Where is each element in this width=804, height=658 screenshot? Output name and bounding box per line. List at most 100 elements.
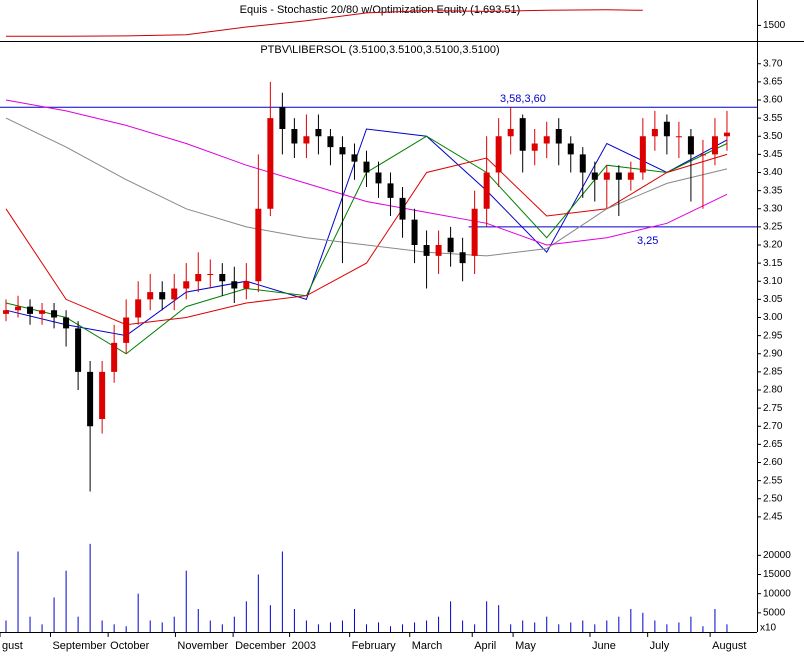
candle-body (459, 252, 466, 264)
candle-body (531, 143, 538, 151)
candle-body (123, 317, 130, 343)
y-tick-label: 10000 (763, 588, 791, 599)
candle-body (99, 371, 106, 419)
candle-body (627, 172, 634, 180)
price-title: PTBV\LIBERSOL (3.5100,3.5100,3.5100,3.51… (260, 44, 499, 56)
y-tick-label: 3.00 (763, 312, 783, 323)
candle-body (135, 299, 142, 318)
x-tick-label: June (592, 640, 616, 652)
equity-title: Equis - Stochastic 20/80 w/Optimization … (240, 4, 521, 16)
candle-body (567, 143, 574, 155)
candle-body (315, 129, 322, 137)
y-tick-label: 3.65 (763, 77, 783, 88)
x-tick-label: August (712, 640, 746, 652)
candle-body (279, 107, 286, 129)
candle-body (303, 136, 310, 144)
candle-body (351, 154, 358, 162)
y-tick-label: 2.80 (763, 385, 783, 396)
x-tick-label: November (177, 640, 228, 652)
y-tick-label: 1500 (763, 20, 786, 31)
y-tick-label: 15000 (763, 569, 791, 580)
candle-body (231, 281, 238, 289)
candle-body (195, 274, 202, 282)
volume-multiplier: x10 (760, 623, 777, 634)
moving-average (5, 117, 728, 257)
y-tick-label: 2.85 (763, 367, 783, 378)
candle-body (447, 237, 454, 253)
candle-body (327, 136, 334, 148)
x-tick-label: May (515, 640, 536, 652)
y-tick-label: 3.70 (763, 58, 783, 69)
candle-body (51, 310, 58, 318)
candle-body (375, 172, 382, 184)
candle-body (399, 197, 406, 220)
candle-body (339, 147, 346, 155)
candle-body (27, 306, 34, 314)
candle-body (435, 245, 442, 256)
candle-body (15, 306, 22, 311)
candle-body (255, 208, 262, 282)
candle-body (171, 288, 178, 300)
y-tick-label: 2.65 (763, 439, 783, 450)
candle-body (711, 136, 718, 155)
line-annotation: 3,58,3,60 (500, 93, 546, 105)
candle-body (207, 274, 214, 275)
candle-body (687, 136, 694, 155)
candle-body (219, 274, 226, 282)
candle-body (267, 118, 274, 209)
candle-body (663, 121, 670, 137)
y-tick-label: 3.05 (763, 294, 783, 305)
y-tick-label: 2.55 (763, 475, 783, 486)
y-tick-label: 3.30 (763, 203, 783, 214)
y-tick-label: 3.15 (763, 258, 783, 269)
y-tick-label: 3.40 (763, 167, 783, 178)
candle-body (639, 136, 646, 173)
x-tick-label: March (412, 640, 443, 652)
x-tick-label: October (110, 640, 149, 652)
candle-body (519, 118, 526, 151)
candle-body (543, 136, 550, 144)
y-tick-label: 2.45 (763, 512, 783, 523)
candle-body (111, 342, 118, 372)
x-tick-label: July (650, 640, 670, 652)
candle-body (483, 172, 490, 209)
candle-body (651, 129, 658, 137)
candle-body (147, 292, 154, 300)
candle-body (591, 172, 598, 180)
y-tick-label: 3.55 (763, 113, 783, 124)
candle-body (495, 136, 502, 173)
candle-body (615, 172, 622, 180)
y-tick-label: 2.95 (763, 330, 783, 341)
y-tick-label: 5000 (763, 607, 786, 618)
x-tick-label: gust (2, 640, 23, 652)
y-tick-label: 2.70 (763, 421, 783, 432)
candle-body (183, 281, 190, 289)
candle-body (75, 328, 82, 372)
candle-body (87, 371, 94, 427)
y-tick-label: 3.20 (763, 240, 783, 251)
y-tick-label: 2.90 (763, 348, 783, 359)
y-tick-label: 3.50 (763, 131, 783, 142)
y-tick-label: 3.45 (763, 149, 783, 160)
candle-body (159, 292, 166, 300)
candle-body (363, 161, 370, 173)
candle-body (423, 245, 430, 256)
y-tick-label: 3.35 (763, 185, 783, 196)
candle-body (411, 219, 418, 245)
x-tick-label: September (52, 640, 106, 652)
equity-line (6, 9, 643, 37)
moving-average (5, 99, 728, 246)
line-annotation: 3,25 (637, 235, 658, 247)
candle-body (603, 172, 610, 180)
y-tick-label: 20000 (763, 550, 791, 561)
candle-body (387, 183, 394, 198)
candle-body (243, 281, 250, 289)
y-tick-label: 2.75 (763, 403, 783, 414)
candle-body (63, 317, 70, 329)
candle-body (579, 154, 586, 173)
y-tick-label: 3.60 (763, 95, 783, 106)
x-tick-label: 2003 (292, 640, 316, 652)
